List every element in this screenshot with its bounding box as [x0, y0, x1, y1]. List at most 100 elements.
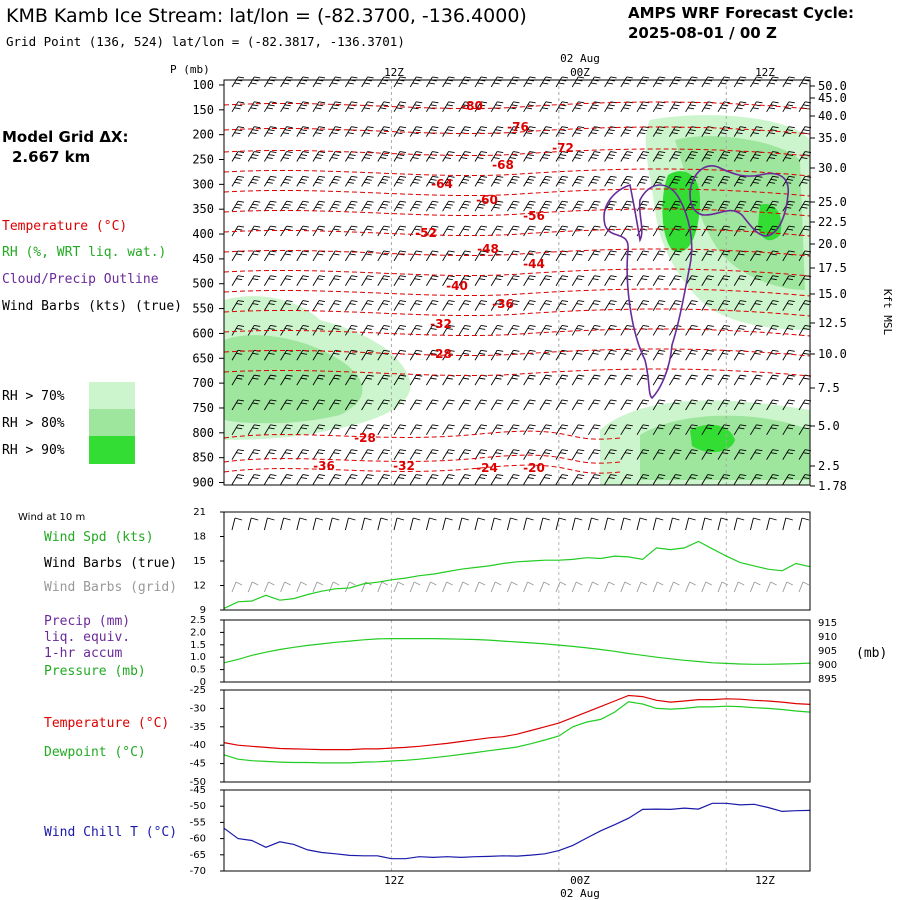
barb-staff	[717, 449, 725, 460]
wind-barb	[733, 76, 747, 88]
barb-staff	[409, 325, 417, 336]
barb-flag	[398, 303, 405, 306]
barb-flag	[691, 349, 698, 352]
barb-staff	[490, 517, 495, 531]
barb-staff	[312, 581, 318, 593]
barb-flag	[480, 449, 488, 452]
barb-flag	[626, 200, 633, 203]
barb-staff	[393, 474, 401, 485]
surface-barb-grid	[766, 581, 777, 593]
wind-barb	[328, 300, 342, 311]
surface-barb-grid	[620, 581, 632, 593]
wind-barb	[264, 76, 277, 88]
barb-flag	[497, 424, 504, 427]
wind-barb	[328, 200, 342, 212]
barb-flag	[529, 101, 536, 104]
barb-staff	[507, 151, 514, 162]
wind-barb	[733, 175, 747, 187]
barb-staff	[393, 76, 401, 88]
barb-flag	[641, 178, 648, 181]
wind-barb	[652, 200, 666, 212]
barb-flag	[788, 101, 795, 104]
barb-flag	[351, 374, 358, 377]
wind-barb	[345, 175, 358, 187]
barb-flag	[464, 349, 471, 352]
barb-flag	[416, 76, 423, 79]
barb-flag	[237, 151, 245, 153]
barb-flag	[736, 107, 743, 110]
barb-flag	[365, 178, 372, 181]
barb-flag	[641, 303, 648, 306]
barb-flag	[529, 275, 536, 278]
wind-barb	[571, 424, 585, 436]
surface-barb-grid	[733, 581, 745, 593]
barb-flag	[672, 517, 680, 521]
barb-flag	[738, 154, 745, 156]
barb-flag	[675, 76, 682, 79]
barb-staff	[426, 151, 433, 162]
barb-flag	[675, 399, 682, 402]
barb-staff	[604, 350, 611, 361]
barb-flag	[707, 250, 714, 253]
barb-flag	[543, 427, 551, 430]
barb-flag	[736, 82, 743, 85]
barb-flag	[302, 324, 309, 327]
barb-flag	[657, 477, 664, 479]
barb-staff	[669, 225, 676, 237]
barb-flag	[464, 250, 471, 253]
barb-flag	[414, 452, 421, 455]
barb-flag	[623, 132, 630, 135]
temperature-label: -76	[507, 120, 529, 134]
barb-staff	[717, 474, 725, 485]
barb-flag	[446, 377, 453, 380]
barb-flag	[462, 104, 470, 107]
barb-staff	[296, 200, 304, 212]
barb-flag	[497, 324, 504, 327]
barb-flag	[626, 225, 633, 228]
barb-flag	[704, 132, 711, 135]
barb-flag	[497, 399, 504, 402]
barb-flag	[250, 157, 257, 159]
barb-staff	[328, 76, 336, 88]
barb-flag	[610, 399, 617, 402]
barb-flag	[284, 154, 291, 156]
wind-barb	[766, 175, 779, 187]
wind-barb	[539, 399, 552, 411]
barb-flag	[752, 181, 759, 184]
barb-flag	[286, 424, 293, 427]
barb-staff	[749, 581, 755, 593]
barb-flag	[399, 349, 407, 352]
barb-flag	[803, 402, 810, 405]
wind-barb	[701, 449, 714, 460]
wind-barb	[361, 374, 374, 386]
wind-barb	[312, 424, 326, 436]
barb-flag	[673, 104, 680, 107]
barb-flag	[624, 581, 632, 586]
barb-flag	[657, 104, 664, 107]
barb-staff	[426, 101, 433, 113]
barb-flag	[561, 76, 569, 79]
wind-barb	[264, 151, 277, 162]
surface-barb-grid	[377, 581, 389, 593]
wind-barb	[523, 175, 536, 187]
height-tick-label: 15.0	[818, 287, 847, 301]
barb-flag	[267, 517, 275, 521]
barb-staff	[733, 449, 741, 460]
wind-barb	[523, 126, 536, 137]
barb-staff	[409, 200, 417, 212]
barb-flag	[803, 427, 810, 430]
height-tick-label: 2.5	[818, 459, 840, 473]
barb-flag	[624, 178, 632, 181]
barb-flag	[286, 225, 293, 228]
barb-flag	[788, 324, 795, 327]
temperature-contour-low-1	[223, 454, 621, 464]
barb-flag	[270, 474, 277, 476]
wind-barb	[490, 225, 504, 237]
barb-flag	[576, 154, 583, 156]
barb-flag	[772, 126, 779, 129]
barb-flag	[332, 517, 340, 521]
wind-barb	[377, 151, 390, 162]
barb-flag	[592, 228, 599, 231]
wind-barb	[523, 225, 536, 237]
barb-flag	[381, 129, 389, 132]
